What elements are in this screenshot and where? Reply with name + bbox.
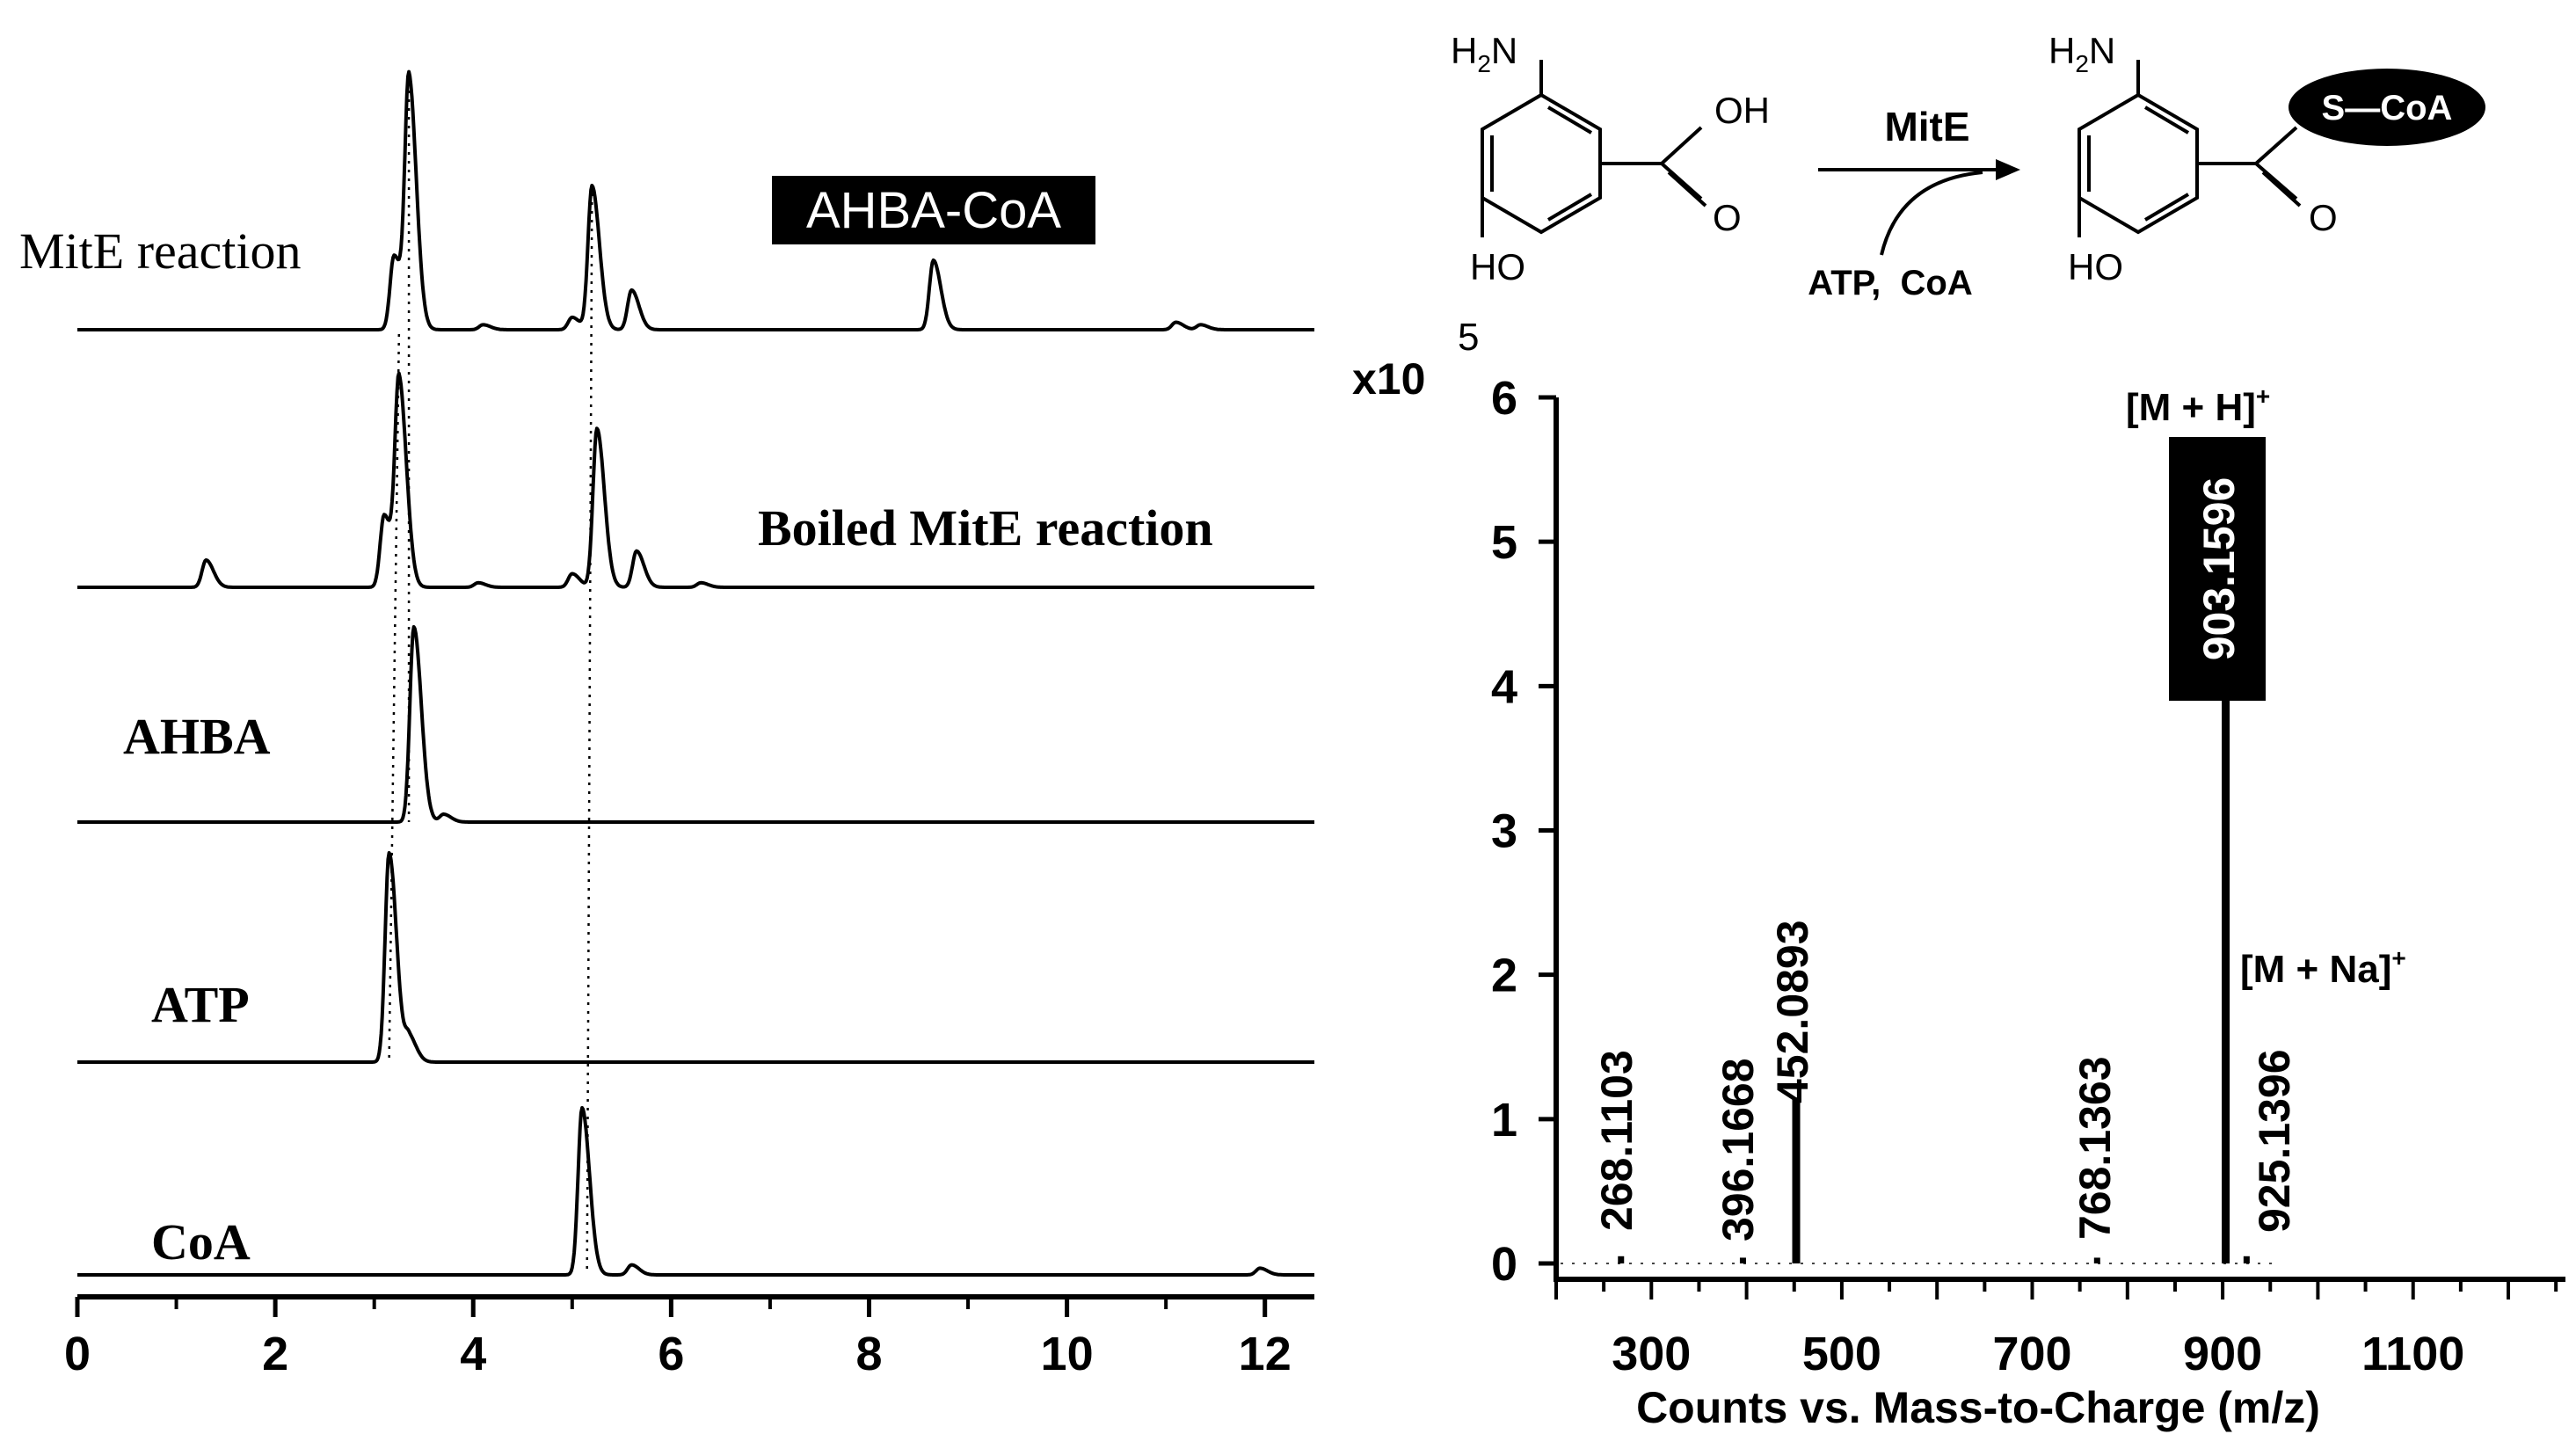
chromatogram-traces [76, 69, 1315, 1277]
product-hydroxyl-label: HO [2068, 246, 2123, 288]
chromatogram-panel: 0 2 4 6 8 10 12 MitE reaction Boiled MitE reac… [19, 69, 1315, 1380]
trace-label-boiled: Boiled MitE reaction [758, 499, 1213, 557]
chromatogram-x-ticks: 0 2 4 6 8 10 12 [64, 1297, 1292, 1380]
ms-y-ticks: 0 1 2 3 4 5 6 [1491, 372, 1556, 1291]
trace-label-mite-reaction: MitE reaction [19, 222, 302, 280]
enzyme-label: MitE [1884, 104, 1969, 149]
chromatogram-x-tick-label: 6 [658, 1328, 684, 1380]
ms-x-tick-label: 900 [2183, 1328, 2262, 1380]
cofactor-arrow [1880, 171, 1983, 256]
ms-y-tick-label: 5 [1491, 516, 1517, 569]
reaction-scheme [1481, 60, 2485, 256]
substrate-carbonyl-label: O [1713, 197, 1742, 238]
peak-label-452: 452.0893 [1768, 920, 1817, 1103]
product-label-box [772, 176, 1095, 244]
y-exponent-label: 5 [1458, 316, 1479, 359]
chromatogram-x-tick-label: 0 [64, 1328, 91, 1380]
reference-line [586, 193, 593, 1276]
trace-label-atp: ATP [151, 976, 250, 1033]
ms-x-tick-label: 300 [1612, 1328, 1691, 1380]
ion-label-mh: [M + H]+ [2126, 382, 2270, 429]
chromatogram-x-tick-label: 8 [855, 1328, 882, 1380]
chromatogram-trace [76, 69, 1315, 331]
peak-label-768: 768.1363 [2070, 1056, 2120, 1240]
scheme-labels: H2N HO OH O MitE ATP, CoA H2N HO O S—CoA [1451, 30, 2452, 302]
ms-x-tick-label: 700 [1992, 1328, 2071, 1380]
arrowhead-icon [1996, 159, 2020, 180]
chromatogram-x-tick-label: 12 [1239, 1328, 1292, 1380]
trace-label-coa: CoA [151, 1213, 251, 1270]
trace-label-ahba: AHBA [123, 708, 271, 765]
ms-x-tick-label: 1100 [2361, 1328, 2464, 1380]
ms-x-tick-label: 500 [1802, 1328, 1881, 1380]
chromatogram-trace [76, 625, 1315, 824]
substrate-acid-label: OH [1714, 90, 1770, 131]
thioester-oval [2289, 69, 2485, 146]
chromatogram-x-tick-label: 2 [262, 1328, 288, 1380]
product-structure [2078, 60, 2302, 237]
ms-x-axis-label: Counts vs. Mass-to-Charge (m/z) [1636, 1383, 2320, 1432]
ion-label-mna: [M + Na]+ [2240, 944, 2406, 991]
substrate-structure [1481, 60, 1707, 237]
ms-y-tick-label: 6 [1491, 372, 1517, 425]
substrate-amine-label: H2N [1451, 30, 1517, 77]
peak-label-268: 268.1103 [1592, 1050, 1641, 1231]
ms-y-tick-label: 0 [1491, 1238, 1517, 1291]
chromatogram-trace [76, 851, 1315, 1064]
y-multiplier-label: x10 [1352, 354, 1425, 404]
peak-label-396: 396.1668 [1714, 1058, 1763, 1241]
product-amine-label: H2N [2048, 30, 2115, 77]
ms-y-tick-label: 2 [1491, 950, 1517, 1002]
chromatogram-x-tick-label: 10 [1041, 1328, 1094, 1380]
peak-label-903: 903.1596 [2194, 477, 2244, 661]
reference-lines [388, 82, 593, 1276]
reference-line [388, 333, 401, 1063]
chromatogram-x-tick-label: 4 [460, 1328, 486, 1380]
thioester-label: S—CoA [2322, 89, 2453, 127]
chromatogram-trace [76, 371, 1315, 589]
product-label: AHBA-CoA [806, 182, 1061, 239]
chromatogram-trace [76, 1106, 1315, 1277]
peak-label-925: 925.1396 [2250, 1049, 2299, 1233]
ms-y-tick-label: 1 [1491, 1094, 1517, 1147]
ms-y-tick-label: 3 [1491, 805, 1517, 858]
ms-y-tick-label: 4 [1491, 660, 1517, 713]
cofactor-label: ATP, CoA [1808, 264, 1972, 302]
substrate-hydroxyl-label: HO [1470, 246, 1525, 288]
product-carbonyl-label: O [2309, 197, 2338, 238]
ms-x-ticks: 300 500 700 900 1100 [1554, 1279, 2558, 1380]
ms-peaks [1618, 700, 2250, 1263]
main-peak-label-box [2169, 437, 2266, 701]
